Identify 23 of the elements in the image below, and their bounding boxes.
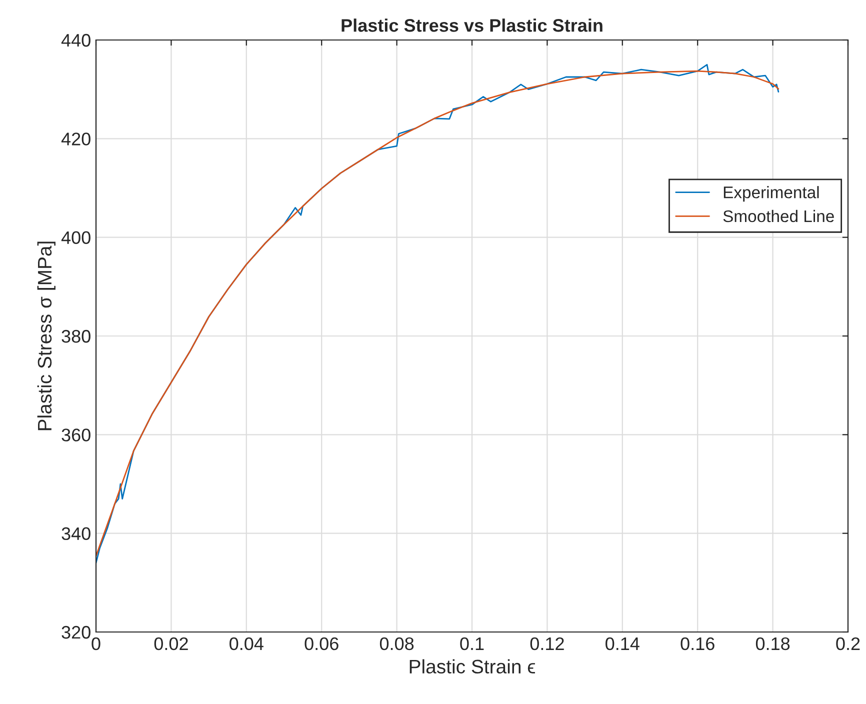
chart-title: Plastic Stress vs Plastic Strain (342, 18, 602, 32)
y-tick-label: 420 (61, 132, 90, 146)
x-tick-label: 0.1 (460, 637, 484, 650)
legend-label: Smoothed Line (723, 210, 834, 222)
x-tick-label: 0.14 (606, 637, 640, 650)
legend-label: Experimental (724, 186, 819, 202)
y-axis-title: Plastic Stress σ [MPa] (37, 242, 56, 430)
y-tick-label: 320 (62, 626, 90, 639)
y-tick-label: 440 (61, 34, 90, 47)
x-tick-label: 0.18 (756, 637, 790, 650)
x-tick-label: 0.02 (154, 637, 188, 650)
y-tick-label: 380 (62, 330, 90, 343)
x-axis-title: Plastic Strain ϵ (410, 659, 535, 674)
x-tick-label: 0.06 (304, 637, 338, 650)
x-tick-label: 0.16 (680, 637, 714, 650)
x-tick-label: 0.12 (530, 637, 564, 650)
y-tick-label: 340 (62, 527, 90, 540)
x-tick-label: 0.08 (380, 637, 414, 650)
x-tick-label: 0.2 (836, 637, 860, 650)
y-tick-label: 400 (61, 231, 90, 244)
x-tick-label: 0 (92, 637, 100, 650)
x-tick-label: 0.04 (230, 637, 264, 650)
y-tick-label: 360 (62, 428, 90, 442)
